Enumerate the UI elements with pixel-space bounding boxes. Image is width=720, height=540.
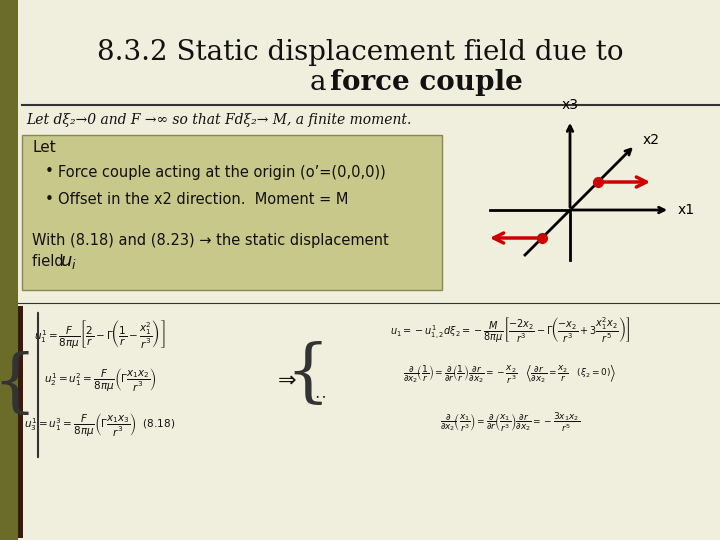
Text: x1: x1 bbox=[678, 203, 695, 217]
Text: •: • bbox=[45, 192, 54, 207]
Text: •: • bbox=[45, 165, 54, 179]
Text: a: a bbox=[310, 69, 336, 96]
Text: $u_1^1 = \dfrac{F}{8\pi\mu}\left[\dfrac{2}{r} - \Gamma\!\left(\dfrac{1}{r} - \df: $u_1^1 = \dfrac{F}{8\pi\mu}\left[\dfrac{… bbox=[35, 319, 166, 351]
Text: $u_3^1 = u_1^3 = \dfrac{F}{8\pi\mu}\left(\Gamma\dfrac{x_1 x_3}{r^3}\right)$  (8.: $u_3^1 = u_1^3 = \dfrac{F}{8\pi\mu}\left… bbox=[24, 411, 176, 438]
FancyBboxPatch shape bbox=[18, 306, 23, 538]
Text: Let: Let bbox=[32, 139, 55, 154]
Text: {: { bbox=[0, 352, 37, 418]
Text: x3: x3 bbox=[562, 98, 578, 112]
Text: 8.3.2 Static displacement field due to: 8.3.2 Static displacement field due to bbox=[96, 38, 624, 65]
Text: force couple: force couple bbox=[330, 69, 523, 96]
Text: {: { bbox=[286, 342, 330, 408]
Text: $\boldsymbol{u_i}$: $\boldsymbol{u_i}$ bbox=[60, 253, 77, 271]
Text: }: } bbox=[712, 342, 720, 408]
Text: Offset in the x2 direction.  Moment = M: Offset in the x2 direction. Moment = M bbox=[58, 192, 348, 207]
FancyBboxPatch shape bbox=[490, 424, 720, 442]
Text: field: field bbox=[32, 254, 68, 269]
Text: With (8.18) and (8.23) → the static displacement: With (8.18) and (8.23) → the static disp… bbox=[32, 233, 389, 247]
FancyBboxPatch shape bbox=[0, 0, 18, 540]
FancyBboxPatch shape bbox=[18, 305, 720, 540]
Text: $u_1 = -u_{1,2}^1 d\xi_2 = -\dfrac{M}{8\pi\mu}\left[\dfrac{-2x_2}{r^3} - \Gamma\: $u_1 = -u_{1,2}^1 d\xi_2 = -\dfrac{M}{8\… bbox=[390, 315, 630, 345]
Text: $\dfrac{\partial}{\partial x_2}\!\left(\dfrac{1}{r}\right) = \dfrac{\partial}{\p: $\dfrac{\partial}{\partial x_2}\!\left(\… bbox=[403, 364, 617, 386]
Text: $u_2^1 = u_1^2 = \dfrac{F}{8\pi\mu}\left(\Gamma\dfrac{x_1 x_2}{r^3}\right)$: $u_2^1 = u_1^2 = \dfrac{F}{8\pi\mu}\left… bbox=[44, 367, 156, 394]
Text: $\dfrac{\partial}{\partial x_2}\!\left(\dfrac{x_1}{r^3}\right) = \dfrac{\partial: $\dfrac{\partial}{\partial x_2}\!\left(\… bbox=[440, 410, 580, 434]
FancyBboxPatch shape bbox=[22, 135, 442, 290]
Text: x2: x2 bbox=[643, 133, 660, 147]
Text: Let dξ₂→0 and F →∞ so that Fdξ₂→ M, a finite moment.: Let dξ₂→0 and F →∞ so that Fdξ₂→ M, a fi… bbox=[26, 113, 411, 127]
Text: $\Rightarrow$: $\Rightarrow$ bbox=[273, 370, 297, 390]
Text: $\because$: $\because$ bbox=[313, 393, 327, 408]
Text: Force couple acting at the origin (o’=(0,0,0)): Force couple acting at the origin (o’=(0… bbox=[58, 165, 386, 179]
